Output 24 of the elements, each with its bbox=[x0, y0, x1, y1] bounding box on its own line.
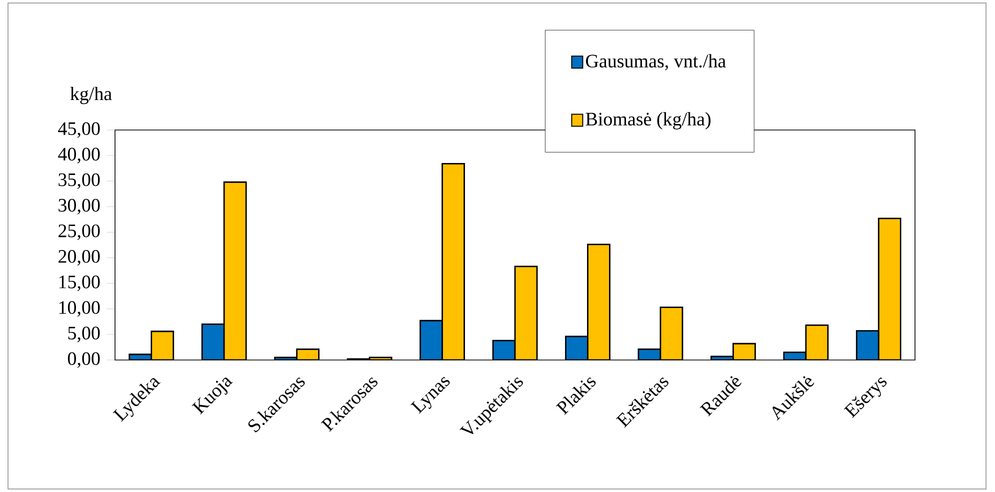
bar bbox=[202, 324, 224, 360]
bar bbox=[588, 244, 610, 360]
y-tick-label: 15,00 bbox=[59, 276, 100, 292]
bar bbox=[806, 325, 828, 360]
y-tick-label: 40,00 bbox=[58, 148, 100, 164]
y-tick-label: 0,00 bbox=[68, 352, 100, 368]
bar bbox=[660, 307, 682, 360]
legend-label: Gausumas, vnt./ha bbox=[586, 54, 726, 70]
legend-label: Biomasė (kg/ha) bbox=[586, 112, 710, 130]
y-axis-title: kg/ha bbox=[70, 86, 112, 104]
y-tick-label: 45,00 bbox=[58, 122, 100, 138]
bar bbox=[224, 182, 246, 360]
bar bbox=[442, 164, 464, 360]
bar bbox=[878, 218, 902, 360]
y-tick-label: 10,00 bbox=[59, 301, 100, 317]
bar bbox=[515, 266, 538, 360]
y-tick-label: 35,00 bbox=[58, 173, 100, 189]
y-tick-label: 25,00 bbox=[58, 224, 100, 240]
bar bbox=[856, 330, 880, 360]
y-tick-label: 5,00 bbox=[68, 326, 100, 342]
y-tick-label: 30,00 bbox=[58, 198, 100, 214]
bar bbox=[420, 320, 442, 360]
y-tick-label: 20,00 bbox=[58, 250, 100, 266]
bar bbox=[151, 331, 174, 360]
